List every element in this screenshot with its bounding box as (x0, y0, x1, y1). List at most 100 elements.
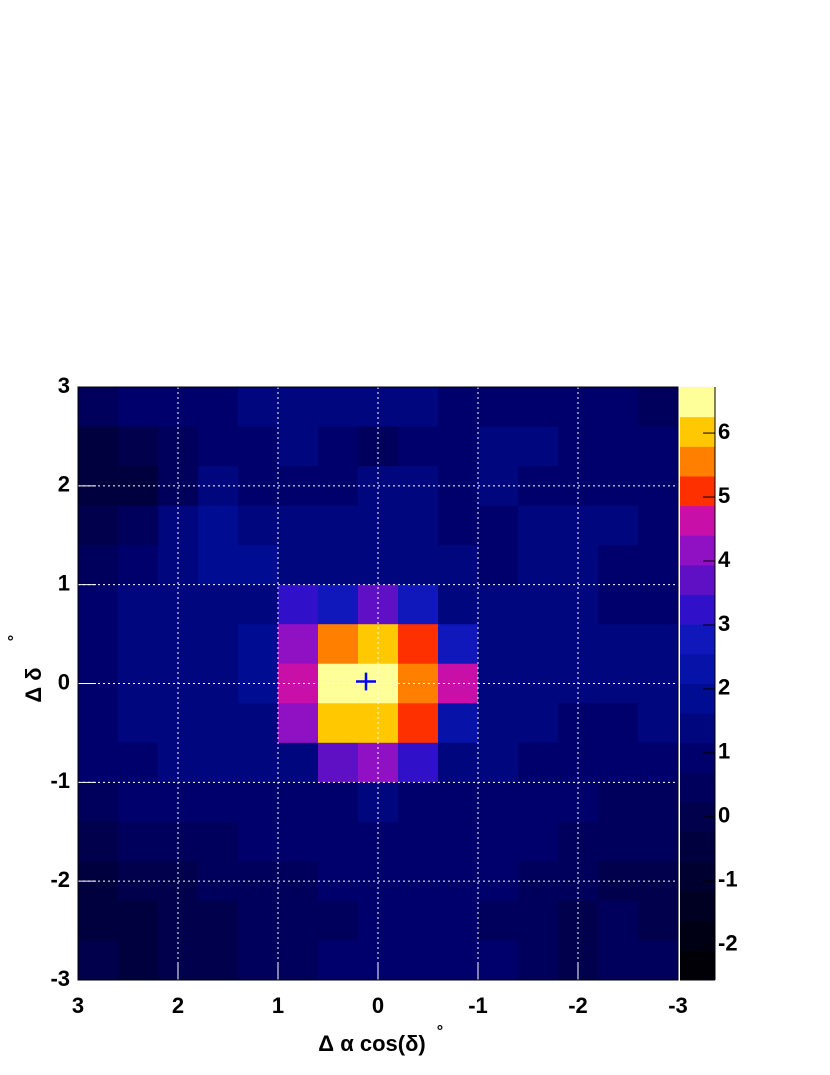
heatmap-cell (198, 426, 239, 467)
heatmap-cell (198, 703, 239, 744)
heatmap-cell (598, 624, 639, 665)
heatmap-cell (398, 584, 439, 625)
colorbar-band (680, 594, 715, 625)
x-tick-label: 1 (272, 993, 284, 1018)
heatmap-cell (238, 545, 279, 586)
heatmap-cell (118, 782, 159, 823)
heatmap-cell (278, 940, 319, 981)
heatmap-cell (638, 505, 679, 546)
heatmap-cell (118, 426, 159, 467)
heatmap-cell (118, 624, 159, 665)
heatmap-cell (438, 821, 479, 862)
colorbar-band (680, 653, 715, 684)
heatmap-cell (118, 545, 159, 586)
heatmap-cell (318, 584, 359, 625)
heatmap-cell (638, 821, 679, 862)
heatmap-cell (598, 545, 639, 586)
heatmap-cell (278, 821, 319, 862)
colorbar-band (680, 564, 715, 596)
heatmap-cell (198, 900, 239, 941)
colorbar-band (680, 831, 715, 862)
heatmap-cell (478, 426, 519, 467)
heatmap-cell (278, 782, 319, 823)
heatmap-cell (278, 426, 319, 467)
heatmap-cell (158, 545, 199, 586)
heatmap-cell (238, 782, 279, 823)
heatmap-cell (518, 426, 559, 467)
heatmap-cell (638, 584, 679, 625)
heatmap-cell (238, 387, 279, 428)
heatmap-cell (398, 900, 439, 941)
y-tick-label: 0 (58, 669, 70, 694)
heatmap-cell (78, 505, 119, 546)
heatmap-cell (198, 624, 239, 665)
heatmap-cell (478, 742, 519, 783)
heatmap-cell (238, 940, 279, 981)
heatmap-cell (118, 940, 159, 981)
x-tick-label: -1 (468, 993, 488, 1018)
heatmap-cell (278, 703, 319, 744)
heatmap-cell (318, 703, 359, 744)
heatmap-cell (638, 703, 679, 744)
heatmap-cell (278, 545, 319, 586)
heatmap-cell (478, 584, 519, 625)
heatmap-cell (518, 742, 559, 783)
colorbar-tick-label: 2 (718, 675, 730, 700)
heatmap-cell (78, 940, 119, 981)
heatmap-cell (478, 624, 519, 665)
heatmap-cell (278, 505, 319, 546)
heatmap-cell (358, 545, 399, 586)
heatmap-cell (598, 505, 639, 546)
x-tick-label: 3 (72, 993, 84, 1018)
heatmap-cell (198, 821, 239, 862)
heatmap-cell (398, 940, 439, 981)
heatmap-cell (438, 703, 479, 744)
heatmap-cell (638, 426, 679, 467)
heatmap-cell (238, 584, 279, 625)
heatmap-cell (518, 624, 559, 665)
heatmap-cell (638, 940, 679, 981)
heatmap-cell (398, 426, 439, 467)
heatmap-cell (598, 821, 639, 862)
heatmap-cell (438, 900, 479, 941)
colorbar-tick-label: 5 (718, 483, 730, 508)
x-tick-label: -3 (668, 993, 688, 1018)
heatmap-cell (478, 900, 519, 941)
colorbar-band (680, 772, 715, 803)
heatmap-cell (478, 387, 519, 428)
heatmap-cell (78, 545, 119, 586)
heatmap-cell (598, 387, 639, 428)
heatmap-cell (318, 426, 359, 467)
heatmap-cell (238, 505, 279, 546)
heatmap-cell (598, 703, 639, 744)
heatmap-cell (398, 545, 439, 586)
heatmap-cell (518, 387, 559, 428)
colorbar-band (680, 505, 715, 536)
x-axis-unit: ° (437, 1023, 443, 1040)
heatmap-cell (238, 821, 279, 862)
x-axis-label: Δ α cos(δ) (318, 1031, 425, 1056)
heatmap-cell (598, 782, 639, 823)
colorbar-tick-label: 4 (718, 547, 731, 572)
y-axis-unit: ° (6, 635, 23, 641)
colorbar-band (680, 920, 715, 951)
heatmap-cell (438, 505, 479, 546)
colorbar-band (680, 446, 715, 477)
heatmap-cell (318, 900, 359, 941)
colorbar-band (680, 624, 715, 655)
heatmap-cell (78, 584, 119, 625)
colorbar-band (680, 475, 715, 507)
heatmap-cell (78, 624, 119, 665)
heatmap-cell (598, 742, 639, 783)
heatmap-cell (638, 900, 679, 941)
colorbar-band (680, 683, 715, 714)
heatmap-cell (78, 387, 119, 428)
heatmap-cell (318, 505, 359, 546)
heatmap-cell (558, 505, 599, 546)
heatmap-cell (198, 584, 239, 625)
heatmap-cell (518, 782, 559, 823)
heatmap-cell (318, 545, 359, 586)
heatmap-cell (398, 703, 439, 744)
heatmap-cell (78, 703, 119, 744)
